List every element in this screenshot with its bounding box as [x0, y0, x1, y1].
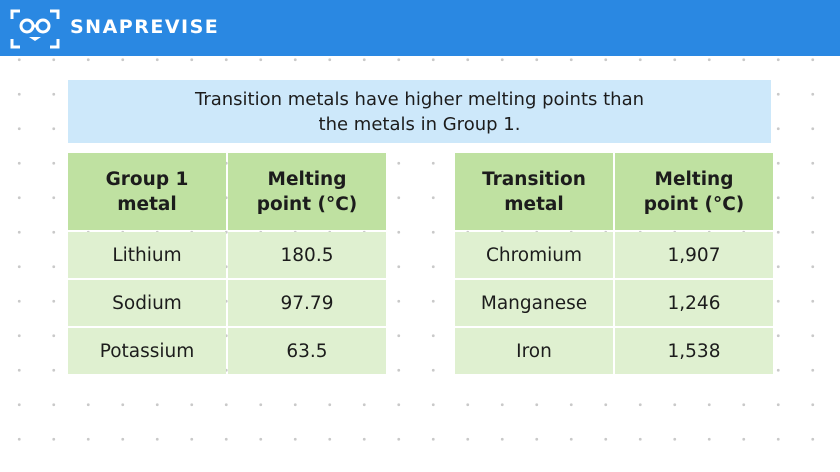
header-bar: SNAPREVISE	[0, 0, 840, 56]
table-cell: Potassium	[68, 328, 226, 374]
table-cell: Manganese	[455, 280, 613, 326]
table-cell: Sodium	[68, 280, 226, 326]
banner-line: the metals in Group 1.	[318, 113, 521, 135]
table-cell: 1,538	[615, 328, 773, 374]
table-cell: 1,907	[615, 232, 773, 278]
banner: Transition metals have higher melting po…	[68, 80, 771, 143]
header-cell: Group 1 metal	[68, 153, 226, 230]
table: Transition metal Melting point (°C) Chromi…	[455, 153, 773, 374]
table-cell: 1,246	[615, 280, 773, 326]
header-cell: Transition metal	[455, 153, 613, 230]
table-cell: Lithium	[68, 232, 226, 278]
table-cell: Chromium	[455, 232, 613, 278]
banner-line: Transition metals have higher melting po…	[194, 88, 645, 110]
table-cell: 63.5	[228, 328, 386, 374]
logo	[10, 9, 60, 49]
table-cell: Iron	[455, 328, 613, 374]
table: Group 1 metal Melting point (°C) Lithium 18…	[68, 153, 386, 374]
table-cell: 180.5	[228, 232, 386, 278]
header-cell: Melting point (°C)	[228, 153, 386, 230]
brand: SNAPREVISE	[70, 16, 220, 38]
table-cell: 97.79	[228, 280, 386, 326]
header-cell: Melting point (°C)	[615, 153, 773, 230]
